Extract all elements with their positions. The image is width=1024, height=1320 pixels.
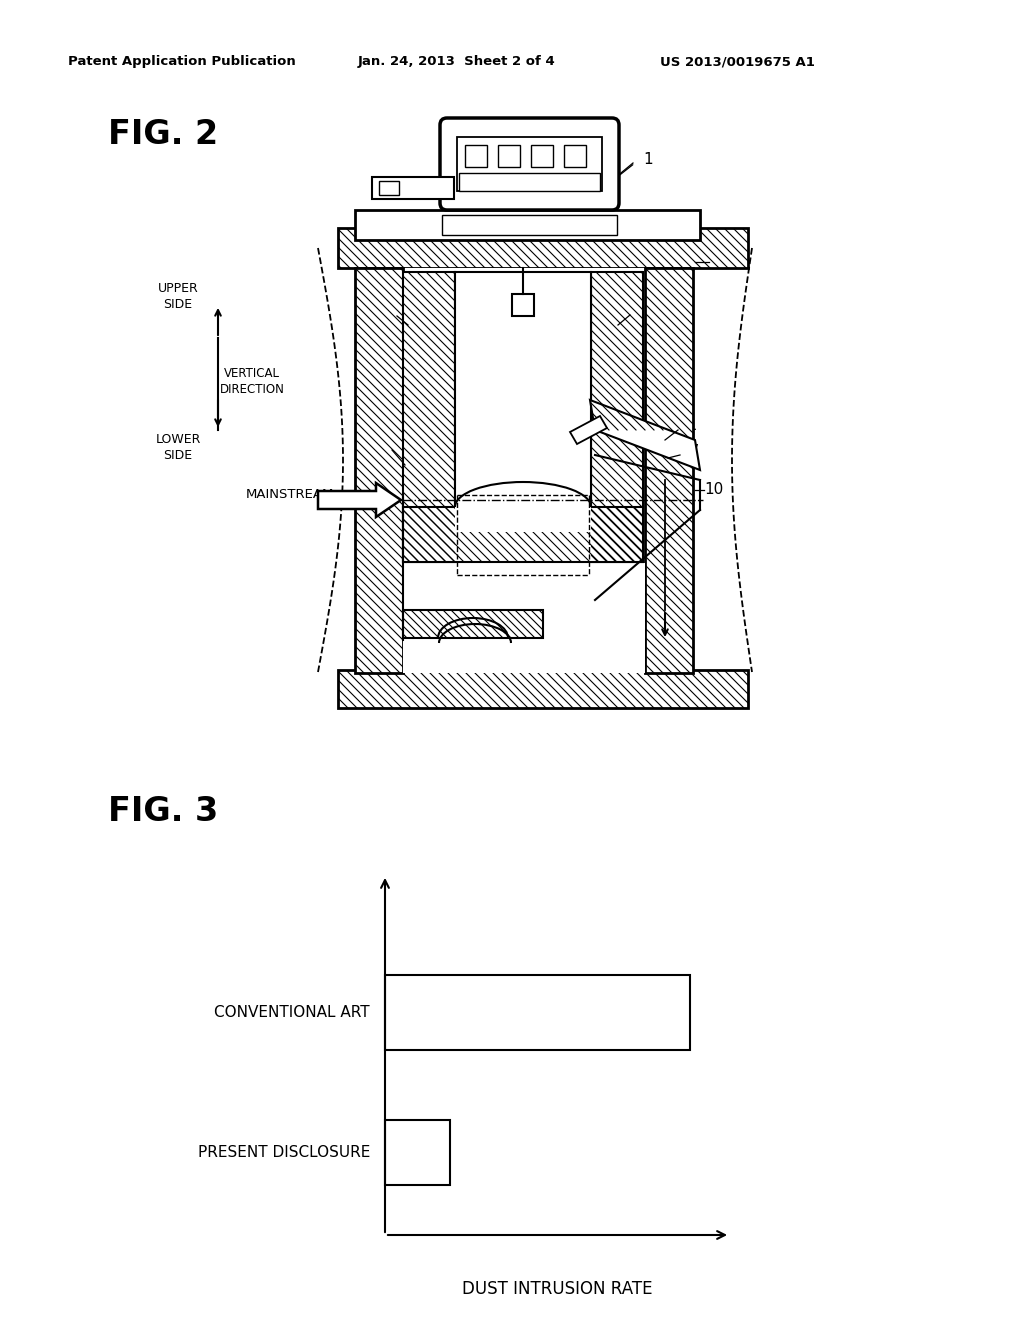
Text: PRESENT DISCLOSURE: PRESENT DISCLOSURE	[198, 1144, 370, 1160]
Bar	[465, 145, 487, 168]
Text: UPPER
SIDE: UPPER SIDE	[158, 282, 199, 312]
Bar	[372, 177, 454, 199]
Bar	[338, 671, 748, 708]
Text: CONVENTIONAL ART: CONVENTIONAL ART	[214, 1005, 370, 1020]
Bar	[385, 1119, 450, 1185]
Text: 2: 2	[713, 255, 723, 269]
Polygon shape	[590, 400, 700, 470]
Text: 15: 15	[373, 437, 391, 451]
Text: FIG. 3: FIG. 3	[108, 795, 218, 828]
Bar	[355, 210, 700, 240]
Polygon shape	[318, 483, 401, 517]
Bar	[591, 272, 643, 562]
Bar	[455, 272, 591, 507]
Text: 10: 10	[705, 483, 724, 498]
Bar	[403, 268, 645, 673]
Text: FIG. 2: FIG. 2	[108, 117, 218, 150]
Bar	[403, 272, 455, 562]
Text: 4: 4	[633, 308, 643, 322]
Bar	[403, 610, 543, 638]
Bar	[457, 137, 602, 191]
Text: DUST INTRUSION RATE: DUST INTRUSION RATE	[462, 1280, 652, 1298]
FancyBboxPatch shape	[440, 117, 618, 210]
Polygon shape	[590, 400, 700, 470]
Bar	[498, 145, 520, 168]
Text: 11: 11	[678, 417, 697, 433]
Bar	[512, 294, 534, 315]
Bar	[403, 507, 643, 562]
Bar	[564, 145, 586, 168]
Text: 1: 1	[643, 153, 653, 168]
Bar	[531, 145, 553, 168]
Bar	[645, 268, 693, 673]
Text: VERTICAL
DIRECTION: VERTICAL DIRECTION	[219, 367, 285, 396]
Text: LOWER
SIDE: LOWER SIDE	[156, 433, 201, 462]
Text: Jan. 24, 2013  Sheet 2 of 4: Jan. 24, 2013 Sheet 2 of 4	[358, 55, 556, 69]
Bar	[591, 272, 643, 562]
Bar	[385, 975, 690, 1049]
Bar	[403, 610, 543, 638]
Bar	[338, 671, 748, 708]
Text: US 2013/0019675 A1: US 2013/0019675 A1	[660, 55, 815, 69]
Bar	[455, 502, 591, 532]
Bar	[459, 173, 600, 191]
Bar	[355, 268, 403, 673]
Bar	[338, 228, 748, 268]
Text: 7: 7	[633, 334, 643, 350]
Text: 9: 9	[385, 553, 395, 568]
Bar	[355, 268, 403, 673]
Text: Patent Application Publication: Patent Application Publication	[68, 55, 296, 69]
Text: 3: 3	[385, 309, 395, 323]
Bar	[379, 181, 399, 195]
Bar	[645, 268, 693, 673]
Bar	[403, 272, 455, 562]
Polygon shape	[570, 416, 607, 444]
Text: MAINSTREAM: MAINSTREAM	[246, 487, 335, 500]
Text: 17: 17	[680, 445, 699, 459]
Bar	[442, 215, 617, 235]
Text: 6: 6	[451, 644, 460, 660]
Text: 16: 16	[505, 644, 524, 660]
Bar	[403, 564, 645, 673]
Bar	[338, 228, 748, 268]
Bar	[403, 507, 643, 562]
